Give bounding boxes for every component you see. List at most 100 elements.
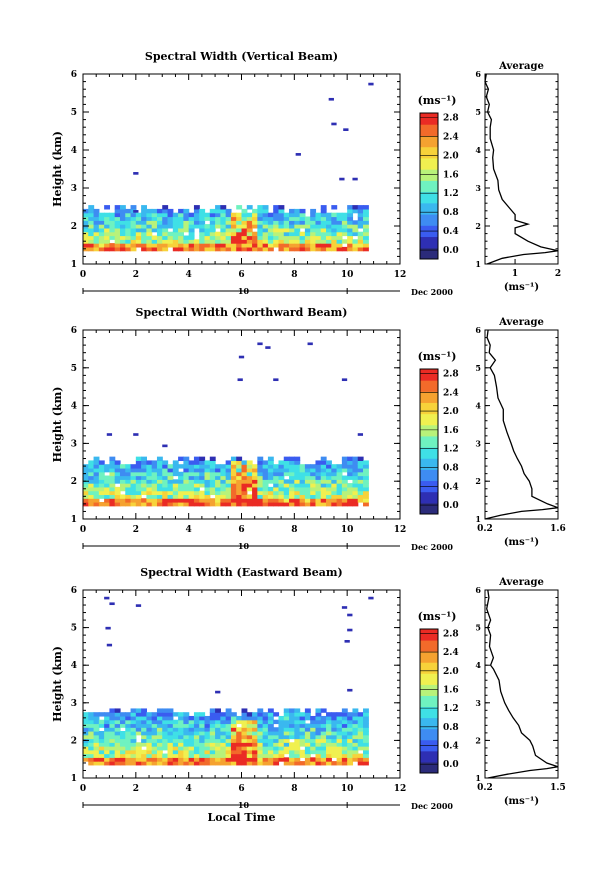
heatmap-cell — [98, 460, 105, 465]
heatmap-cell — [246, 471, 253, 477]
colorbar-segment — [420, 214, 438, 226]
heatmap-cell — [304, 246, 311, 252]
heatmap-cell — [114, 501, 121, 507]
heatmap-cell — [273, 494, 280, 499]
heatmap-cell — [310, 490, 317, 496]
heatmap-cell — [304, 479, 311, 484]
heatmap-cell — [104, 205, 111, 210]
heatmap-cell — [172, 494, 179, 499]
heatmap-cell — [241, 715, 248, 721]
heatmap-cell — [363, 490, 369, 496]
heatmap-cell — [273, 719, 280, 725]
heatmap-cell — [114, 734, 121, 740]
heatmap-cell — [289, 475, 295, 480]
heatmap-cell — [88, 742, 95, 747]
heatmap-cell — [236, 742, 243, 747]
heatmap-cell — [341, 475, 348, 480]
heatmap-cell — [257, 475, 264, 480]
heatmap-cell — [310, 761, 317, 766]
heatmap-cell — [215, 715, 221, 721]
heatmap-cell — [193, 216, 200, 221]
heatmap-cell — [167, 742, 174, 747]
colorbar-unit: (ms⁻¹) — [418, 610, 457, 623]
heatmap-cell — [98, 479, 105, 484]
heatmap-cell — [209, 456, 216, 462]
heatmap-cell — [114, 494, 121, 499]
heatmap-cell — [278, 464, 285, 469]
heatmap-cell — [304, 235, 311, 240]
heatmap-cell — [88, 460, 95, 465]
heatmap-cell — [88, 494, 95, 499]
heatmap-cell — [88, 757, 95, 762]
heatmap-cell — [119, 227, 126, 233]
heatmap-cell — [299, 712, 306, 717]
heatmap-cells — [83, 82, 374, 252]
heatmap-cell — [215, 749, 221, 755]
heatmap-cell — [151, 712, 158, 717]
colorbar-tick-label: 0.4 — [443, 227, 459, 237]
heatmap-cell — [299, 731, 306, 736]
heatmap-cell — [273, 235, 280, 240]
heatmap-cell — [146, 243, 153, 248]
heatmap-cell — [130, 239, 137, 244]
heatmap-cell — [262, 742, 269, 747]
heatmap-cell — [336, 467, 343, 473]
heatmap-cell — [273, 498, 280, 503]
heatmap-cell — [114, 467, 121, 473]
heatmap-cell — [262, 494, 269, 499]
heatmap-cell — [209, 212, 216, 218]
heatmap-cell — [104, 723, 111, 728]
heatmap-cell — [257, 208, 264, 214]
heatmap-cell — [93, 235, 100, 240]
heatmap-cell — [162, 757, 169, 762]
avg-y-tick-label: 6 — [475, 585, 481, 595]
heatmap-cell — [119, 746, 126, 751]
heatmap-cell — [336, 475, 343, 480]
heatmap-cell — [236, 479, 243, 484]
heatmap-cell — [88, 475, 95, 480]
heatmap-cell — [167, 208, 174, 214]
heatmap-cell — [188, 224, 195, 229]
heatmap-cell — [199, 715, 206, 721]
heatmap-cell — [299, 467, 306, 473]
heatmap-cell — [310, 243, 317, 248]
heatmap-cell — [257, 483, 264, 488]
heatmap-cell — [93, 727, 100, 732]
heatmap-cell — [209, 723, 216, 728]
heatmap-cell — [273, 239, 280, 244]
colorbar-tick-label: 1.2 — [443, 445, 459, 455]
heatmap-cell — [215, 719, 221, 725]
date-label: Dec 2000 — [411, 801, 453, 811]
heatmap-cell — [125, 227, 132, 233]
heatmap-cell — [304, 490, 311, 496]
heatmap-cell — [273, 757, 280, 762]
heatmap-cell — [236, 227, 243, 233]
heatmap-cell — [109, 216, 116, 221]
heatmap-cell — [114, 498, 121, 503]
heatmap-cell — [363, 757, 369, 762]
heatmap-cell — [83, 734, 89, 740]
heatmap-cell — [326, 749, 332, 755]
heatmap-cell — [130, 742, 137, 747]
heatmap-cell — [304, 746, 311, 751]
heatmap-cell — [114, 231, 121, 237]
heatmap-cell — [188, 471, 195, 477]
heatmap-cell — [246, 712, 253, 717]
heatmap-cell — [336, 490, 343, 496]
heatmap-cell — [252, 216, 258, 221]
heatmap-cell — [130, 738, 137, 743]
heatmap-cell — [135, 731, 142, 736]
heatmap-cell — [352, 498, 359, 503]
heatmap-cell — [204, 757, 211, 762]
heatmap-cell — [320, 216, 327, 221]
heatmap-cell — [278, 757, 285, 762]
heatmap-cell — [93, 734, 100, 740]
heatmap-cell — [294, 490, 301, 496]
heatmap-cell — [283, 719, 290, 725]
heatmap-cell — [204, 486, 211, 492]
heatmap-cell — [236, 746, 243, 751]
heatmap-cell — [220, 467, 227, 473]
heatmap-cell — [135, 235, 142, 240]
heatmap-cell — [331, 715, 338, 721]
heatmap-cell — [310, 738, 317, 743]
